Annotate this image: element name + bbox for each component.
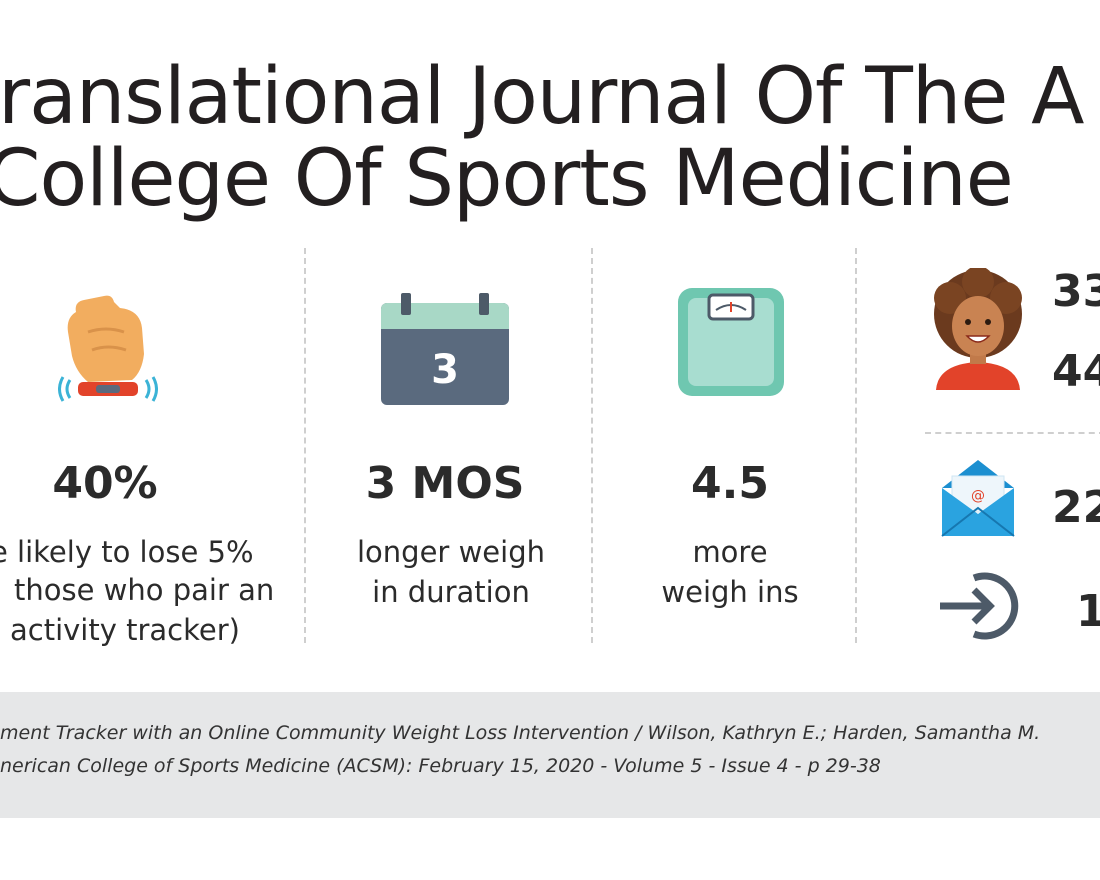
stat-desc-duration-line-1: longer weigh [357,535,545,569]
stat-value-weigh-ins: 4.5 [691,458,769,509]
bathroom-scale-icon [676,286,786,398]
stat-value-duration: 3 MOS [365,458,525,509]
stat-desc-tracker-line-1: e likely to lose 5% [0,535,254,569]
right-stat-1: 33 [1052,266,1100,317]
email-at-text: @ [971,488,985,504]
stat-desc-duration-line-2: in duration [372,575,530,609]
page-title-line-2: College Of Sports Medicine [0,134,1014,224]
citation-bar [0,692,1100,818]
stat-desc-weigh-ins-line-2: weigh ins [661,575,799,609]
stat-desc-tracker-line-3: activity tracker) [10,613,240,647]
right-stat-2: 44 [1052,346,1100,397]
column-divider-2 [591,248,593,643]
email-envelope-icon: @ [940,458,1016,538]
page-title-line-1: ranslational Journal Of The A [0,52,1085,142]
column-divider-3 [855,248,857,643]
wrist-activity-tracker-icon [58,292,158,412]
calendar-date-text: 3 [431,347,459,393]
woman-avatar-icon [930,268,1026,390]
citation-line-2: nerican College of Sports Medicine (ACSM… [0,755,881,777]
citation-line-1: ment Tracker with an Online Community We… [0,722,1041,744]
calendar-icon: 3 [381,293,509,405]
login-stat: 1 [1076,586,1100,637]
right-panel-divider [925,432,1100,434]
stat-desc-tracker-line-2: those who pair an [14,573,275,607]
stat-value-tracker: 40% [52,458,158,509]
column-divider-1 [304,248,306,643]
stat-desc-weigh-ins-line-1: more [692,535,768,569]
email-stat: 22 [1052,482,1100,533]
login-arrow-icon [938,570,1020,642]
